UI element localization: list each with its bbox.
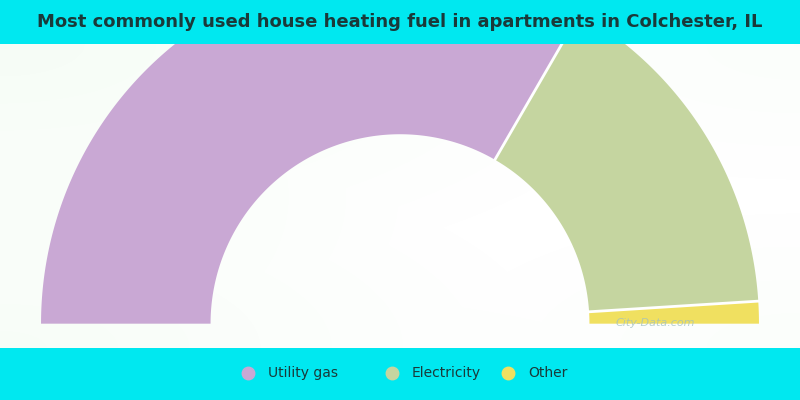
Text: Other: Other [528,366,567,380]
Text: Electricity: Electricity [412,366,481,380]
Text: Utility gas: Utility gas [268,366,338,380]
Text: Most commonly used house heating fuel in apartments in Colchester, IL: Most commonly used house heating fuel in… [38,13,762,31]
Polygon shape [495,13,758,312]
Polygon shape [41,0,580,324]
Text: City-Data.com: City-Data.com [616,318,695,328]
Polygon shape [589,301,759,324]
